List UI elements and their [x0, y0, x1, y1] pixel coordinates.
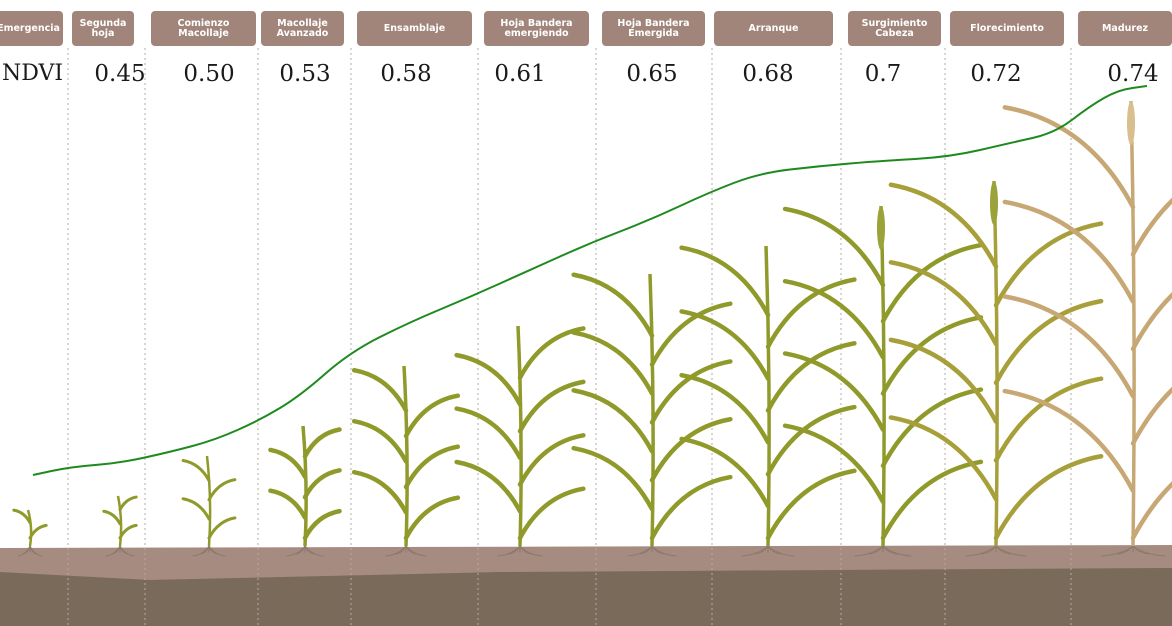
stage-header-6: Hoja Bandera emergiendo — [484, 11, 589, 46]
plant-stage-6 — [454, 325, 586, 557]
ndvi-value-8: 0.68 — [742, 61, 794, 87]
stage-header-1: Emergencia — [0, 11, 63, 46]
stage-dividers — [67, 48, 1072, 626]
ndvi-value-9: 0.7 — [864, 61, 902, 87]
stage-header-9: Surgimiento Cabeza — [848, 11, 941, 46]
stage-header-4: Macollaje Avanzado — [261, 11, 344, 46]
stage-header-5: Ensamblaje — [357, 11, 472, 46]
ndvi-value-11: 0.74 — [1107, 61, 1159, 87]
stage-header-7: Hoja Bandera Emergida — [602, 11, 705, 46]
ndvi-value-10: 0.72 — [970, 61, 1022, 87]
plant-stage-11 — [1002, 100, 1172, 557]
plant-stage-10 — [888, 180, 1104, 557]
plant-stage-7 — [571, 272, 733, 557]
stage-header-8: Arranque — [714, 11, 833, 46]
ndvi-axis-label: NDVI — [2, 61, 64, 86]
plant-stage-8 — [679, 245, 857, 557]
plant-stage-3 — [181, 455, 237, 557]
plants-group — [12, 100, 1172, 557]
stage-header-11: Madurez — [1078, 11, 1172, 46]
stage-header-10: Florecimiento — [950, 11, 1064, 46]
plant-stage-9 — [782, 205, 984, 557]
soil-layer — [0, 545, 1172, 626]
plant-stage-2 — [102, 495, 138, 557]
ndvi-value-2: 0.45 — [94, 61, 146, 87]
soil-deep — [0, 568, 1172, 626]
ndvi-value-4: 0.53 — [279, 61, 331, 87]
plant-stage-1 — [12, 508, 48, 557]
plant-stage-5 — [351, 365, 461, 557]
ndvi-value-3: 0.50 — [183, 61, 235, 87]
stage-header-2: Segunda hoja — [72, 11, 134, 46]
ndvi-value-5: 0.58 — [380, 61, 432, 87]
stage-header-3: Comienzo Macollaje — [151, 11, 256, 46]
plant-stage-4 — [268, 425, 342, 557]
ndvi-curve — [32, 85, 1148, 476]
ndvi-value-7: 0.65 — [626, 61, 678, 87]
ndvi-value-6: 0.61 — [494, 61, 546, 87]
